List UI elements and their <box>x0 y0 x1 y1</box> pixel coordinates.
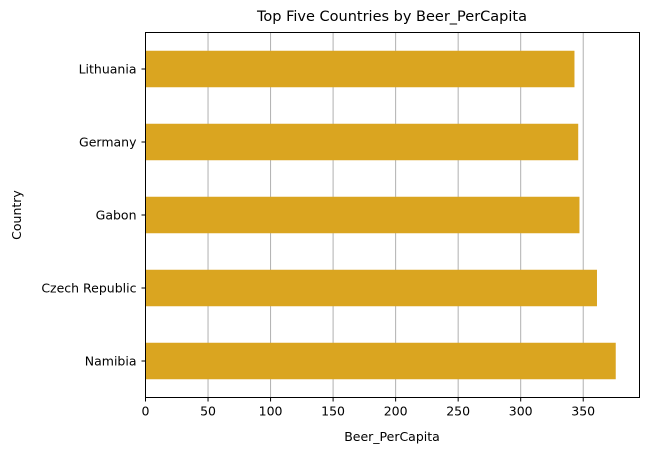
bar-czech-republic <box>145 269 597 307</box>
x-tick-label: 50 <box>200 404 216 419</box>
bars <box>145 50 616 380</box>
y-tick-label: Lithuania <box>79 62 137 77</box>
x-tick-label: 200 <box>384 404 408 419</box>
x-tick-label: 350 <box>571 404 595 419</box>
x-axis-title: Beer_PerCapita <box>344 429 440 444</box>
y-tick-label: Gabon <box>96 208 137 223</box>
y-tick-label: Germany <box>79 135 137 150</box>
chart-title: Top Five Countries by Beer_PerCapita <box>256 9 527 25</box>
y-axis-title: Country <box>9 190 24 240</box>
x-axis-ticks: 0 50 100 150 200 250 300 350 <box>142 397 595 419</box>
y-tick-label: Namibia <box>85 354 137 369</box>
x-tick-label: 150 <box>321 404 345 419</box>
bar-germany <box>145 123 579 161</box>
x-tick-label: 0 <box>142 404 150 419</box>
x-tick-label: 300 <box>509 404 533 419</box>
bar-namibia <box>145 342 616 380</box>
bar-gabon <box>145 196 580 234</box>
y-tick-label: Czech Republic <box>41 281 136 296</box>
x-tick-label: 100 <box>259 404 283 419</box>
bar-lithuania <box>145 50 575 88</box>
y-axis-ticks: Namibia Czech Republic Gabon Germany Lithuan… <box>41 62 146 369</box>
x-tick-label: 250 <box>446 404 470 419</box>
